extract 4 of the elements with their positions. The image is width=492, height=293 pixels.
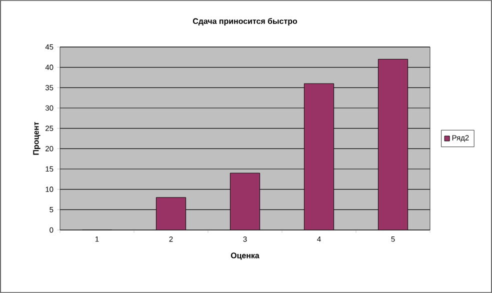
bar [230, 172, 260, 230]
bar [156, 197, 186, 230]
bar [304, 83, 334, 230]
bar [378, 58, 408, 230]
